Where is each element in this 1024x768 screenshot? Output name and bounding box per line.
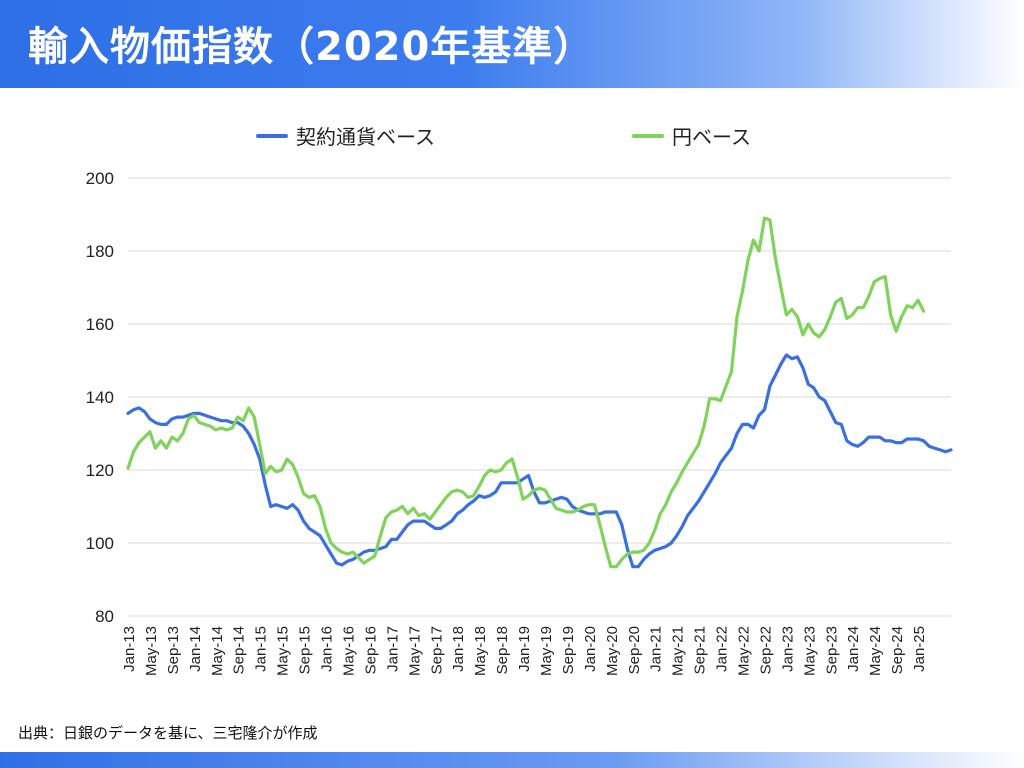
x-tick-label: May-17: [406, 626, 423, 676]
x-tick-label: Jan-14: [187, 626, 204, 672]
x-tick-label: Sep-21: [692, 626, 709, 674]
x-tick-label: Sep-14: [231, 626, 248, 674]
bottom-bar: [0, 752, 1024, 768]
x-tick-label: Jan-18: [450, 626, 467, 672]
x-axis-tick-labels: Jan-13 May-13 Sep-13 Jan-14 May-14 Sep-14 Jan-…: [121, 626, 928, 676]
x-tick-label: Jan-17: [384, 626, 401, 672]
title-bar: [0, 0, 1024, 88]
x-tick-label: Jan-19: [516, 626, 533, 672]
y-tick-label: 140: [86, 388, 114, 407]
x-tick-label: May-21: [670, 626, 687, 676]
y-tick-label: 120: [86, 461, 114, 480]
x-tick-label: May-22: [736, 626, 753, 676]
x-tick-label: May-24: [867, 626, 884, 676]
series-lines: [126, 216, 953, 569]
x-tick-label: May-13: [143, 626, 160, 676]
x-tick-label: Sep-24: [889, 626, 906, 674]
x-tick-label: Sep-13: [165, 626, 182, 674]
x-tick-label: May-19: [538, 626, 555, 676]
y-tick-label: 180: [86, 242, 114, 261]
x-tick-label: Sep-19: [560, 626, 577, 674]
x-tick-label: May-18: [472, 626, 489, 676]
x-tick-label: Jan-13: [121, 626, 138, 672]
x-tick-label: May-15: [275, 626, 292, 676]
series-line-contract-currency: [126, 353, 953, 569]
x-tick-label: Sep-23: [823, 626, 840, 674]
y-tick-label: 200: [86, 169, 114, 188]
y-tick-label: 80: [95, 607, 114, 626]
y-tick-label: 100: [86, 534, 114, 553]
x-tick-label: Jan-22: [714, 626, 731, 672]
x-tick-label: May-14: [209, 626, 226, 676]
x-tick-label: Jan-16: [319, 626, 336, 672]
source-note: 出典：日銀のデータを基に、三宅隆介が作成: [18, 724, 318, 742]
x-tick-label: Sep-18: [494, 626, 511, 674]
x-tick-label: Jan-25: [911, 626, 928, 672]
x-tick-label: Sep-22: [757, 626, 774, 674]
legend-label: 契約通貨ベース: [296, 125, 435, 149]
y-tick-label: 160: [86, 315, 114, 334]
x-tick-label: Jan-15: [253, 626, 270, 672]
x-tick-label: Sep-16: [362, 626, 379, 674]
legend-label: 円ベース: [672, 125, 751, 149]
x-tick-label: Jan-20: [582, 626, 599, 672]
grid-lines: [128, 177, 951, 617]
x-tick-label: Sep-17: [428, 626, 445, 674]
x-tick-label: May-16: [340, 626, 357, 676]
series-line-yen: [126, 216, 926, 569]
legend: 契約通貨ベース 円ベース: [256, 125, 751, 149]
y-axis-tick-labels: 80 100 120 140 160 180 200: [86, 169, 114, 626]
x-tick-label: May-23: [801, 626, 818, 676]
x-tick-label: Sep-20: [626, 626, 643, 674]
x-tick-label: Jan-21: [648, 626, 665, 672]
x-tick-label: Jan-24: [845, 626, 862, 672]
page-title: 輸入物価指数（2020年基準）: [28, 24, 595, 70]
x-tick-label: Jan-23: [779, 626, 796, 672]
x-tick-label: Sep-15: [297, 626, 314, 674]
x-tick-label: May-20: [604, 626, 621, 676]
